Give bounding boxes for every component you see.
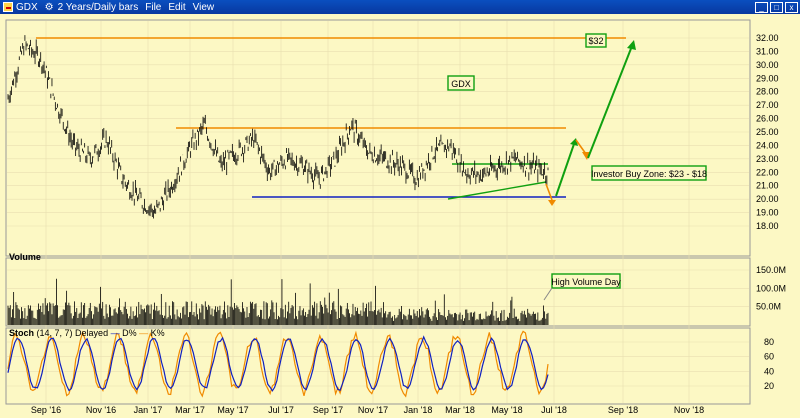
volume-bars: [7, 278, 549, 325]
date-tick-label: Mar '17: [175, 405, 205, 415]
buy-zone-label: Investor Buy Zone: $23 - $18: [591, 169, 707, 179]
high-volume-label: High Volume Day: [551, 277, 621, 287]
period-title[interactable]: 2 Years/Daily bars: [57, 1, 139, 13]
maximize-icon[interactable]: □: [770, 1, 783, 13]
volume-tick-label: 150.0M: [756, 265, 786, 275]
app-icon: [3, 2, 13, 12]
price-tick-label: 30.00: [756, 60, 779, 70]
green-up-arrow-1: [555, 143, 575, 197]
stoch-grid: [7, 341, 749, 387]
d-legend-marker: —: [110, 328, 120, 338]
volume-axis: 150.0M 100.0M 50.0M: [756, 265, 786, 312]
price-tick-label: 21.00: [756, 181, 779, 191]
stoch-tick-label: 80: [764, 337, 774, 347]
date-tick-label: Sep '17: [313, 405, 343, 415]
orange-arrowhead-1: [548, 200, 556, 206]
price-axis: 32.00 31.00 30.00 29.00 28.00 27.00 26.00 25.00…: [756, 33, 779, 231]
high-volume-pointer: [543, 287, 553, 301]
green-up-arrow-2: [587, 45, 633, 159]
price-tick-label: 28.00: [756, 87, 779, 97]
date-tick-label: Nov '17: [358, 405, 388, 415]
stoch-axis: 80 60 40 20: [764, 337, 774, 391]
high-volume-box: [551, 273, 621, 289]
green-arrowhead-2: [627, 40, 636, 50]
gear-icon[interactable]: ⚙: [44, 1, 54, 13]
price-bars: [7, 35, 549, 219]
buy-zone-box: [591, 165, 707, 181]
target-box: [585, 33, 607, 48]
date-tick-label: Sep '18: [608, 405, 638, 415]
close-icon[interactable]: x: [785, 1, 798, 13]
date-tick-label: May '18: [491, 405, 522, 415]
stoch-k-line: [7, 330, 549, 398]
orange-down-arrow-1: [545, 183, 553, 201]
orange-down-arrow-2: [575, 139, 587, 155]
stoch-params: (14, 7, 7) Delayed: [36, 328, 109, 338]
menu-file[interactable]: File: [145, 1, 162, 13]
date-tick-label: Nov '18: [674, 405, 704, 415]
menu-edit[interactable]: Edit: [168, 1, 186, 13]
stoch-panel-frame: [5, 327, 751, 405]
stoch-d-line: [7, 335, 549, 392]
price-grid: [7, 21, 749, 403]
symbol-label: GDX: [451, 79, 471, 89]
ticker-title: GDX: [16, 1, 38, 13]
price-tick-label: 31.00: [756, 46, 779, 56]
date-axis: Sep '16 Nov '16 Jan '17 Mar '17 May '17 Jul '…: [31, 405, 704, 415]
volume-panel-frame: [5, 257, 751, 327]
date-tick-label: Mar '18: [445, 405, 475, 415]
price-tick-label: 24.00: [756, 140, 779, 150]
volume-tick-label: 50.0M: [756, 302, 781, 312]
price-tick-label: 18.00: [756, 221, 779, 231]
date-tick-label: Sep '16: [31, 405, 61, 415]
price-tick-label: 32.00: [756, 33, 779, 43]
menu-view[interactable]: View: [192, 1, 215, 13]
price-tick-label: 25.00: [756, 127, 779, 137]
chart-area[interactable]: 32.00 31.00 30.00 29.00 28.00 27.00 26.00 25.00…: [0, 14, 800, 418]
d-legend: D%: [122, 328, 137, 338]
date-tick-label: Jul '17: [268, 405, 294, 415]
price-tick-label: 29.00: [756, 73, 779, 83]
minimize-icon[interactable]: _: [755, 1, 768, 13]
volume-grid: [7, 269, 749, 307]
date-tick-label: Jul '18: [541, 405, 567, 415]
price-tick-label: 26.00: [756, 114, 779, 124]
stoch-panel-label: Stoch (14, 7, 7) Delayed — D% — K%: [9, 328, 165, 338]
date-tick-label: Jan '17: [134, 405, 163, 415]
stoch-tick-label: 60: [764, 352, 774, 362]
volume-tick-label: 100.0M: [756, 283, 786, 293]
k-legend-marker: —: [139, 328, 149, 338]
price-tick-label: 22.00: [756, 167, 779, 177]
window-titlebar: GDX ⚙ 2 Years/Daily bars File Edit View …: [0, 0, 800, 14]
volume-panel-label: Volume: [9, 252, 41, 262]
orange-arrowhead-2: [582, 152, 590, 160]
stoch-tick-label: 20: [764, 381, 774, 391]
symbol-box: [447, 75, 475, 91]
date-tick-label: May '17: [217, 405, 248, 415]
price-tick-label: 20.00: [756, 194, 779, 204]
price-panel-frame: [5, 19, 751, 257]
price-tick-label: 19.00: [756, 208, 779, 218]
price-tick-label: 23.00: [756, 154, 779, 164]
chart-svg[interactable]: 32.00 31.00 30.00 29.00 28.00 27.00 26.00 25.00…: [0, 14, 800, 418]
k-legend: K%: [150, 328, 165, 338]
date-tick-label: Jan '18: [404, 405, 433, 415]
target-label: $32: [588, 36, 603, 46]
date-tick-label: Nov '16: [86, 405, 116, 415]
triangle-bottom-line: [447, 181, 547, 200]
price-tick-label: 27.00: [756, 100, 779, 110]
stoch-tick-label: 40: [764, 366, 774, 376]
